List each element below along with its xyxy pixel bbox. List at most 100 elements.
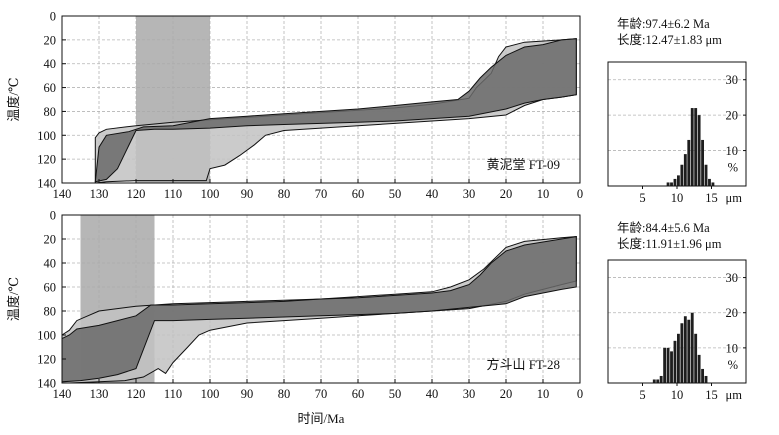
x-tick-label: 10 — [537, 187, 550, 201]
x-tick-label: 140 — [53, 187, 72, 201]
y-tick-label: 0 — [50, 209, 56, 223]
y-tick-label: 120 — [37, 353, 56, 367]
hist-bar — [673, 340, 677, 383]
hist-bar — [652, 379, 656, 383]
x-tick-label: 0 — [577, 387, 583, 401]
x-tick-label: 50 — [389, 387, 402, 401]
x-tick-label: 0 — [577, 187, 583, 201]
hist-bar — [670, 351, 673, 383]
good-fit-envelope — [61, 236, 577, 383]
hist-bar — [690, 108, 694, 186]
hist-y-unit: % — [728, 358, 738, 372]
hist-bar — [666, 182, 670, 186]
x-tick-label: 100 — [201, 387, 220, 401]
hist-bar — [701, 139, 704, 186]
hist-x-tick-label: 5 — [639, 191, 645, 205]
good-fit-envelope — [94, 38, 577, 183]
hist-bar — [683, 154, 687, 186]
hist-x-unit: μm — [726, 191, 743, 205]
length-histogram-top: 5 10 15 μm 10 20 30% — [607, 61, 747, 205]
y-tick-label: 80 — [44, 105, 57, 119]
sample-label: 方斗山 FT-28 — [486, 357, 560, 372]
bottom-histogram-info: 年龄:84.4±5.6 Ma 长度:11.91±1.96 μm — [617, 220, 721, 252]
hist-bar — [666, 347, 670, 383]
x-tick-label: 80 — [278, 187, 291, 201]
hist-bar — [670, 182, 673, 186]
hist-bar — [708, 178, 711, 186]
hist-y-tick-label: 10 — [726, 341, 739, 355]
top-age-text: 年龄:97.4±6.2 Ma — [617, 17, 710, 31]
x-tick-label: 110 — [164, 387, 182, 401]
hist-x-tick-label: 15 — [705, 388, 718, 402]
hist-bar — [704, 164, 708, 186]
y-tick-label: 140 — [37, 377, 56, 391]
x-tick-label: 20 — [500, 387, 513, 401]
hist-bar — [687, 319, 691, 383]
x-tick-label: 20 — [500, 187, 513, 201]
hist-bar — [694, 333, 698, 383]
hist-bar — [659, 375, 663, 383]
y-tick-label: 100 — [37, 329, 56, 343]
hist-y-tick-label: 30 — [726, 271, 739, 285]
y-tick-label: 60 — [44, 81, 57, 95]
panel-bottom: 140 130 120 110 100 90 80 70 60 50 40 30 20 10 0020406… — [6, 209, 583, 427]
hist-bar — [680, 164, 684, 186]
hist-bar — [680, 323, 684, 383]
x-tick-label: 130 — [90, 187, 109, 201]
hist-bar — [663, 347, 667, 383]
hist-bar — [701, 368, 704, 383]
hist-bar — [704, 375, 708, 383]
y-axis-label: 温度/℃ — [6, 77, 21, 121]
hist-bar — [683, 316, 687, 383]
x-axis-label: 时间/Ma — [298, 411, 345, 426]
bottom-age-text: 年龄:84.4±5.6 Ma — [617, 221, 710, 235]
hist-bar — [673, 178, 677, 186]
x-tick-label: 30 — [463, 187, 476, 201]
x-tick-label: 130 — [90, 387, 109, 401]
y-tick-label: 40 — [44, 57, 57, 71]
x-tick-label: 110 — [164, 187, 182, 201]
top-length-text: 长度:12.47±1.83 μm — [617, 33, 722, 47]
y-axis-label: 温度/℃ — [6, 277, 21, 321]
hist-bar — [677, 333, 680, 383]
y-tick-label: 0 — [50, 10, 56, 24]
x-tick-label: 90 — [241, 387, 254, 401]
x-tick-label: 30 — [463, 387, 476, 401]
hist-y-tick-label: 30 — [726, 73, 739, 87]
y-tick-label: 40 — [44, 257, 57, 271]
x-tick-label: 10 — [537, 387, 550, 401]
hist-bar — [694, 108, 698, 186]
y-tick-label: 60 — [44, 281, 57, 295]
x-tick-label: 40 — [426, 187, 439, 201]
panel-top: 140 130 120 110 100 90 80 70 60 50 40 30 20 10 0020406… — [6, 10, 583, 202]
x-tick-label: 70 — [315, 387, 328, 401]
y-tick-label: 80 — [44, 305, 57, 319]
hist-bar — [711, 182, 715, 186]
hist-x-tick-label: 15 — [705, 191, 718, 205]
y-tick-label: 120 — [37, 153, 56, 167]
x-tick-label: 90 — [241, 187, 254, 201]
x-tick-label: 50 — [389, 187, 402, 201]
x-tick-label: 60 — [352, 387, 365, 401]
hist-y-tick-label: 20 — [726, 109, 739, 123]
hist-bar — [697, 354, 701, 383]
hist-bar — [690, 312, 694, 383]
y-tick-label: 100 — [37, 129, 56, 143]
length-histogram-bottom: 5 10 15 μm 10 20 30% — [607, 259, 747, 402]
sample-label: 黄泥堂 FT-09 — [486, 157, 560, 172]
hist-y-tick-label: 10 — [726, 144, 739, 158]
x-tick-label: 120 — [127, 387, 146, 401]
hist-y-unit: % — [728, 161, 738, 175]
x-tick-label: 40 — [426, 387, 439, 401]
y-tick-label: 20 — [44, 233, 57, 247]
hist-x-tick-label: 10 — [671, 191, 684, 205]
hist-bar — [687, 139, 691, 186]
x-tick-label: 100 — [201, 187, 220, 201]
top-histogram-info: 年龄:97.4±6.2 Ma 长度:12.47±1.83 μm — [617, 16, 722, 48]
x-tick-label: 70 — [315, 187, 328, 201]
bottom-length-text: 长度:11.91±1.96 μm — [617, 237, 722, 251]
y-tick-label: 140 — [37, 177, 56, 191]
hist-x-unit: μm — [726, 388, 743, 402]
hist-bar — [677, 175, 680, 186]
